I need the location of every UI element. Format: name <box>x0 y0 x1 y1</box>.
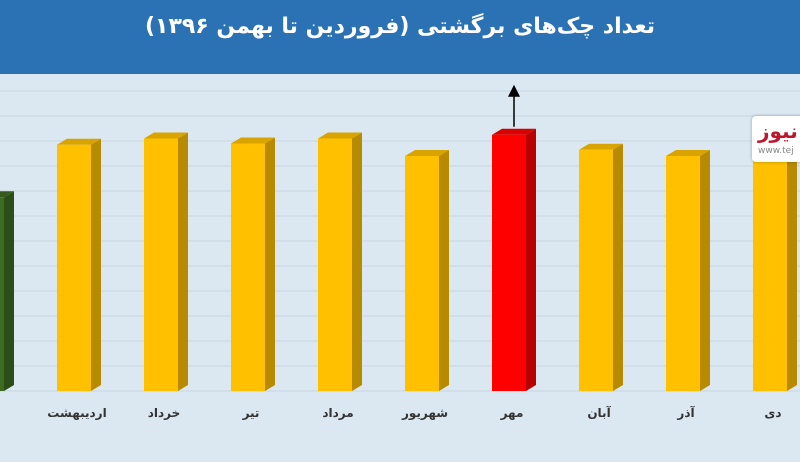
chart-header: تعداد چک‌های برگشتی (فروردین تا بهمن ۱۳۹… <box>0 0 800 74</box>
logo-text: نیوز <box>758 119 798 143</box>
bar-side <box>439 150 449 391</box>
bar-side <box>265 137 275 391</box>
chart-title: تعداد چک‌های برگشتی (فروردین تا بهمن ۱۳۹… <box>144 14 656 39</box>
tick-label-9: آذر <box>676 405 695 420</box>
tick-label-2: اردیبهشت <box>47 406 106 420</box>
bar-6 <box>405 150 449 391</box>
bar-side <box>787 150 797 391</box>
bar-side <box>91 138 101 391</box>
bar-2 <box>57 138 101 391</box>
bar-10 <box>753 150 797 391</box>
bar-side <box>4 191 14 391</box>
bar-chart: اردیبهشت خرداد تیر مرداد شهریور مهر آبان آذر دی <box>0 84 800 421</box>
bar-1 <box>0 191 14 391</box>
bar-top <box>318 132 362 139</box>
bar-8 <box>579 143 623 391</box>
bar-front <box>579 149 613 391</box>
bar-top <box>231 137 275 144</box>
bar-side <box>700 150 710 391</box>
bar-front <box>318 138 352 391</box>
bar-top <box>579 143 623 150</box>
bar-5 <box>318 132 362 391</box>
tick-label-6: شهریور <box>401 406 448 421</box>
bar-4 <box>231 137 275 391</box>
tick-label-5: مرداد <box>322 406 353 420</box>
bar-front <box>57 144 91 391</box>
bar-7 <box>492 128 536 391</box>
tick-label-4: تیر <box>242 406 260 420</box>
tick-label-8: آبان <box>587 405 611 420</box>
logo-url: www.tej <box>758 146 794 156</box>
bar-side <box>352 132 362 391</box>
bar-front <box>405 156 439 391</box>
bar-9 <box>666 150 710 391</box>
bar-top <box>492 128 536 135</box>
bar-side <box>526 128 536 391</box>
bar-side <box>613 143 623 391</box>
tick-label-3: خرداد <box>148 406 181 420</box>
bar-front <box>0 197 4 391</box>
tick-label-10: دی <box>764 406 781 420</box>
bar-3 <box>144 132 188 391</box>
bar-front <box>231 143 265 391</box>
bar-top <box>57 138 101 145</box>
bar-side <box>178 132 188 391</box>
bar-top <box>666 150 710 156</box>
bar-front <box>144 138 178 391</box>
bar-front <box>666 156 700 391</box>
bar-front <box>492 134 526 391</box>
bar-top <box>405 150 449 156</box>
bar-top <box>144 132 188 139</box>
bar-front <box>753 156 787 391</box>
tick-label-7: مهر <box>500 406 524 420</box>
bar-top <box>0 191 14 198</box>
plot-area: اردیبهشت خرداد تیر مرداد شهریور مهر آبان آذر دی <box>0 74 800 458</box>
brand-logo: نیوز www.tej <box>752 116 800 162</box>
